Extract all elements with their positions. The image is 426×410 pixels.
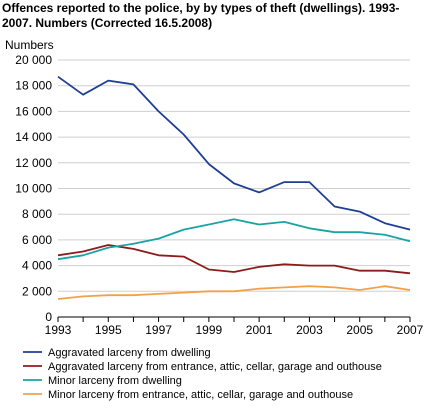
y-tick-label: 10 000 <box>15 182 52 196</box>
y-tick-label: 0 <box>45 310 52 324</box>
gridlines <box>58 59 410 292</box>
series-line-3 <box>57 218 411 261</box>
x-tick-label: 1993 <box>45 323 72 337</box>
y-tick-label: 8 000 <box>22 207 52 221</box>
legend-label: Aggravated larceny from entrance, attic,… <box>48 361 382 373</box>
x-tick-label: 2007 <box>397 323 424 337</box>
x-axis: 1993 1995 1997 1999 2001 2003 2005 2007 <box>45 316 424 337</box>
x-tick-label: 1997 <box>145 323 172 337</box>
series-line-4 <box>57 285 411 300</box>
legend: Aggravated larceny from dwelling Aggravat… <box>23 347 382 401</box>
y-tick-label: 6 000 <box>22 233 52 247</box>
series-line-2 <box>57 244 411 275</box>
x-tick-label: 1995 <box>95 323 122 337</box>
y-tick-label: 4 000 <box>22 259 52 273</box>
series-line-1 <box>57 75 411 231</box>
y-tick-label: 12 000 <box>15 156 52 170</box>
y-tick-label: 14 000 <box>15 130 52 144</box>
x-tick-label: 2001 <box>246 323 273 337</box>
y-tick-label: 16 000 <box>15 104 52 118</box>
x-tick-label: 2005 <box>346 323 373 337</box>
y-axis-label: Numbers <box>5 38 54 52</box>
series-lines <box>57 75 411 300</box>
y-axis-ticks: 0 2 000 4 000 6 000 8 000 10 000 12 000 14 000 1… <box>15 53 52 324</box>
chart-title: Offences reported to the police, by by t… <box>2 1 400 30</box>
legend-label: Minor larceny from entrance, attic, cell… <box>48 389 353 401</box>
legend-label: Minor larceny from dwelling <box>48 375 182 387</box>
y-tick-label: 18 000 <box>15 79 52 93</box>
y-tick-label: 2 000 <box>22 284 52 298</box>
y-tick-label: 20 000 <box>15 53 52 67</box>
x-tick-label: 1999 <box>196 323 223 337</box>
x-tick-label: 2003 <box>296 323 323 337</box>
legend-label: Aggravated larceny from dwelling <box>48 347 211 359</box>
